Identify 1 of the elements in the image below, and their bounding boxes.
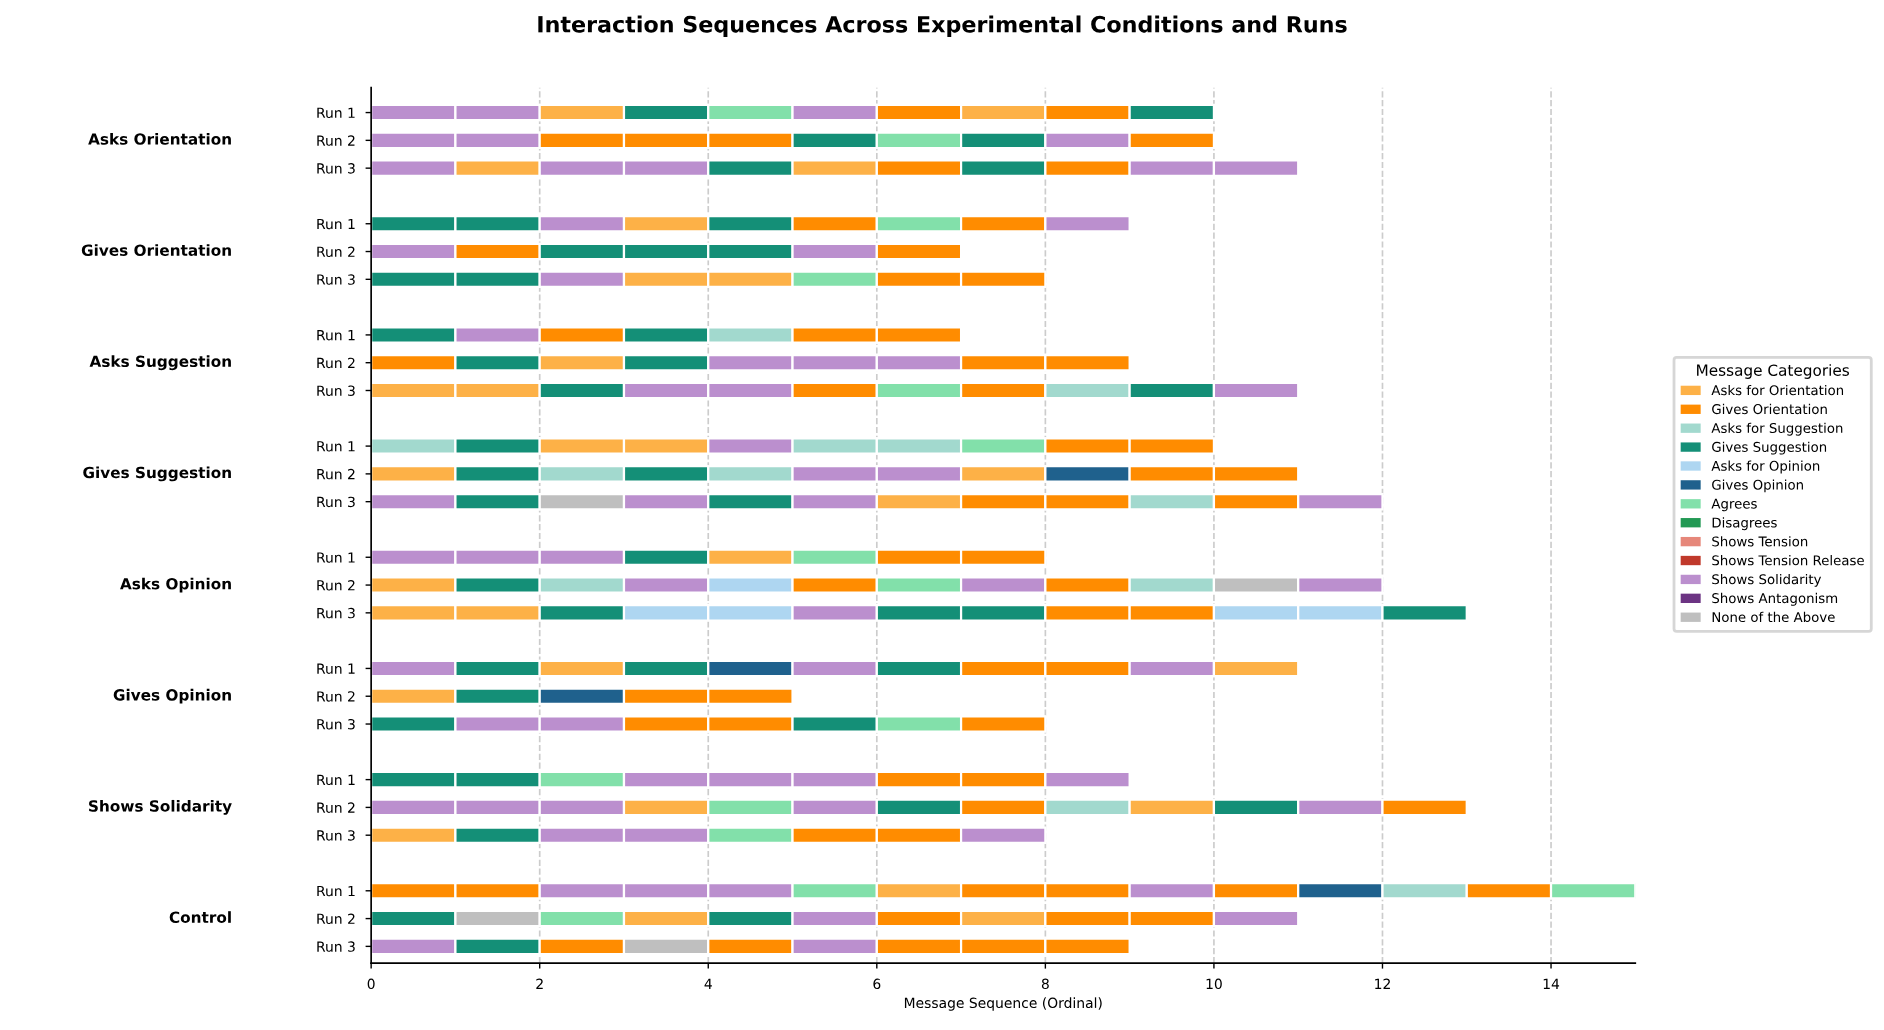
chart-title: Interaction Sequences Across Experimental Conditions and Runs xyxy=(538,15,1347,37)
